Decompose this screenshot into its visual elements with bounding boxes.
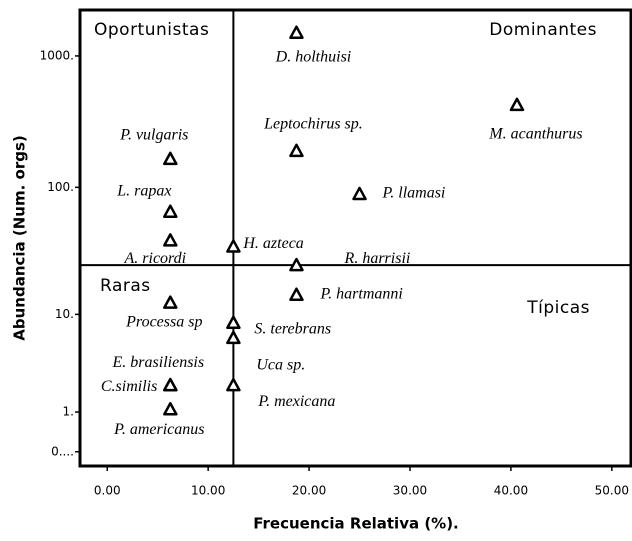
point — [163, 204, 178, 218]
point — [289, 257, 304, 272]
point-label: H. azteca — [242, 235, 303, 252]
point — [163, 402, 178, 416]
point — [289, 143, 304, 158]
point-label: Uca sp. — [256, 357, 305, 374]
point-label: P. vulgaris — [119, 127, 188, 144]
point-label: C.similis — [101, 378, 157, 395]
quadrant-label: Dominantes — [489, 20, 597, 40]
point — [163, 377, 178, 392]
quadrant-label: Oportunistas — [94, 20, 209, 40]
y-tick-label: 100. — [47, 180, 74, 194]
y-tick-label: 0.... — [51, 444, 74, 458]
point — [352, 186, 367, 201]
point — [289, 25, 304, 39]
x-tick-label: 40.00 — [494, 484, 528, 498]
quadrant-label: Típicas — [526, 298, 590, 318]
point — [226, 315, 241, 330]
point — [509, 97, 525, 112]
point-label: L. rapax — [116, 182, 171, 199]
point-label: S. terebrans — [254, 320, 331, 337]
point — [289, 287, 304, 301]
point-label: E. brasiliensis — [112, 354, 205, 371]
point-label: P. hartmanni — [319, 285, 402, 302]
x-tick-label: 30.00 — [393, 484, 427, 498]
point-label: P. llamasi — [382, 185, 446, 202]
x-axis-label: Frecuencia Relativa (%). — [253, 515, 459, 533]
point-label: P. americanus — [113, 421, 204, 438]
plot-frame — [78, 8, 632, 468]
point — [226, 330, 241, 345]
point — [226, 377, 241, 392]
point — [163, 233, 178, 247]
quadrant-label: Raras — [100, 276, 151, 296]
y-axis-label: Abundancia (Num. orgs) — [11, 135, 29, 340]
point-label: Processa sp — [125, 313, 202, 330]
y-tick-label: 10. — [55, 307, 74, 321]
point-label: Leptochirus sp. — [263, 116, 363, 133]
y-tick-label: 1000. — [40, 48, 74, 62]
point-label: D. holthuisi — [275, 48, 352, 65]
x-tick-label: 10.00 — [191, 484, 225, 498]
x-tick-label: 20.00 — [292, 484, 326, 498]
point-label: M. acanthurus — [488, 126, 582, 143]
point — [226, 239, 241, 253]
point-label: R. harrisii — [344, 250, 411, 267]
point — [163, 151, 178, 166]
y-tick-label: 1. — [63, 405, 74, 419]
point-label: A. ricordi — [124, 250, 187, 267]
point — [163, 295, 178, 309]
point-label: P. mexicana — [257, 393, 335, 410]
x-tick-label: 0.00 — [94, 484, 121, 498]
x-tick-label: 50.00 — [595, 484, 629, 498]
